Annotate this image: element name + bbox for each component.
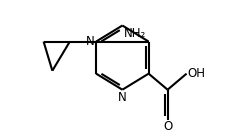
Text: O: O (163, 120, 172, 133)
Text: N: N (86, 35, 95, 48)
Text: NH₂: NH₂ (124, 27, 146, 40)
Text: N: N (118, 91, 127, 104)
Text: OH: OH (187, 67, 205, 80)
